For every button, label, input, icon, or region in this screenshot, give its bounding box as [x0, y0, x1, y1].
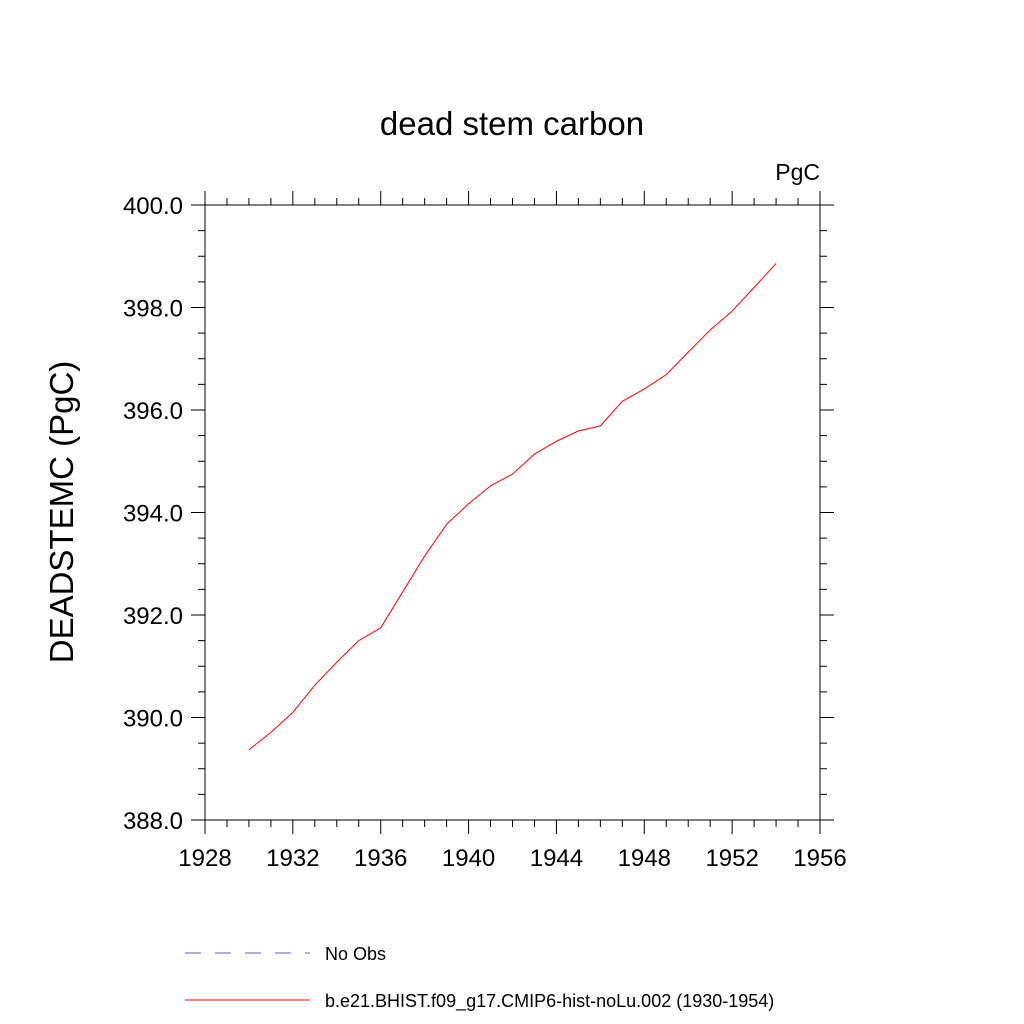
x-tick-label: 1936	[354, 845, 407, 872]
y-axis: 388.0 390.0 392.0 394.0 396.0 398.0 400.0	[123, 193, 834, 835]
x-tick-label: 1956	[793, 845, 846, 872]
x-tick-label: 1948	[618, 845, 671, 872]
units-label: PgC	[775, 159, 820, 185]
x-tick-label: 1952	[705, 845, 758, 872]
y-tick-label: 398.0	[123, 296, 183, 323]
y-tick-label: 400.0	[123, 193, 183, 220]
y-tick-label: 394.0	[123, 501, 183, 528]
x-tick-label: 1940	[442, 845, 495, 872]
legend-label-no-obs: No Obs	[325, 944, 386, 964]
x-tick-label: 1944	[530, 845, 583, 872]
x-tick-label: 1932	[266, 845, 319, 872]
legend-label-run: b.e21.BHIST.f09_g17.CMIP6-hist-noLu.002 …	[325, 991, 774, 1012]
y-tick-label: 396.0	[123, 398, 183, 425]
legend-item: No Obs	[185, 944, 386, 964]
series-line	[248, 263, 777, 751]
y-tick-label: 392.0	[123, 603, 183, 630]
y-tick-label: 390.0	[123, 706, 183, 733]
x-tick-label: 1928	[178, 845, 231, 872]
y-axis-label: DEADSTEMC (PgC)	[43, 361, 80, 664]
plot-frame	[204, 204, 821, 821]
legend-item: b.e21.BHIST.f09_g17.CMIP6-hist-noLu.002 …	[185, 991, 774, 1012]
y-tick-label: 388.0	[123, 808, 183, 835]
series-layer	[248, 263, 777, 751]
legend: No Obs b.e21.BHIST.f09_g17.CMIP6-hist-no…	[185, 944, 774, 1012]
chart-title: dead stem carbon	[380, 105, 644, 142]
x-axis: 1928 1932 1936 1940 1944 1948 1952 1956	[178, 191, 847, 872]
